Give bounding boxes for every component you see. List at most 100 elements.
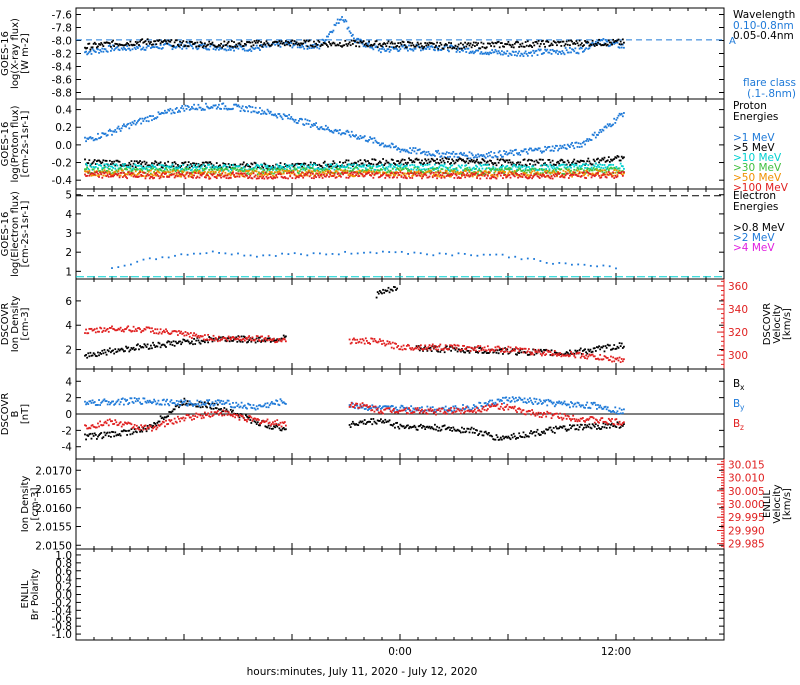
data-point->1 MeV [612, 124, 614, 126]
y-tick-label: 2 [65, 247, 72, 259]
data-point->100 MeV [253, 172, 255, 174]
data-point->5 MeV [93, 161, 95, 163]
data-point->50 MeV [222, 171, 224, 173]
data-point-0.05-0.4nm [338, 44, 340, 46]
data-point-Ion Density [198, 340, 200, 342]
data-point-0.05-0.4nm [86, 47, 88, 49]
data-point-0.10-0.8nm [491, 49, 493, 51]
data-point-0.05-0.4nm [160, 43, 162, 45]
data-point->10 MeV [326, 166, 328, 168]
data-point->1 MeV [250, 111, 252, 113]
data-point-0.10-0.8nm [420, 49, 422, 51]
data-point->1 MeV [135, 124, 137, 126]
data-point->2 MeV [603, 265, 605, 267]
data-point->100 MeV [308, 171, 310, 173]
data-point-0.05-0.4nm [203, 45, 205, 47]
data-point->100 MeV [196, 176, 198, 178]
data-point-0.05-0.4nm [212, 42, 214, 44]
data-point->100 MeV [165, 173, 167, 175]
data-point->100 MeV [266, 176, 268, 178]
data-point->1 MeV [262, 113, 264, 115]
data-point-0.05-0.4nm [199, 45, 201, 47]
data-point-Velocity [95, 331, 97, 333]
data-point->30 MeV [132, 170, 134, 172]
data-point->100 MeV [161, 174, 163, 176]
data-point-0.05-0.4nm [134, 44, 136, 46]
data-point->30 MeV [577, 167, 579, 169]
data-point->30 MeV [541, 169, 543, 171]
data-point->2 MeV [174, 255, 176, 257]
data-point->1 MeV [493, 152, 495, 154]
data-point-Ion Density [159, 343, 161, 345]
data-point-0.05-0.4nm [551, 43, 553, 45]
data-point-0.05-0.4nm [540, 43, 542, 45]
data-point-0.10-0.8nm [256, 45, 258, 47]
data-point-0.05-0.4nm [234, 46, 236, 48]
data-point->50 MeV [347, 170, 349, 172]
data-point-0.05-0.4nm [377, 46, 379, 48]
data-point->10 MeV [100, 165, 102, 167]
data-point-0.10-0.8nm [434, 49, 436, 51]
data-point->1 MeV [240, 110, 242, 112]
data-point->2 MeV [168, 257, 170, 259]
data-point->100 MeV [466, 172, 468, 174]
data-point->1 MeV [447, 156, 449, 158]
data-point->100 MeV [453, 177, 455, 179]
data-point->100 MeV [236, 175, 238, 177]
data-point-0.10-0.8nm [566, 49, 568, 51]
data-point->10 MeV [583, 163, 585, 165]
data-point->100 MeV [192, 177, 194, 179]
data-point->5 MeV [365, 161, 367, 163]
data-point-0.10-0.8nm [448, 50, 450, 52]
data-point->5 MeV [141, 161, 143, 163]
data-point->50 MeV [404, 173, 406, 175]
data-point-Ion Density [247, 341, 249, 343]
data-point->10 MeV [247, 164, 249, 166]
data-point->1 MeV [164, 110, 166, 112]
data-point-Ion Density [520, 351, 522, 353]
data-point->100 MeV [581, 175, 583, 177]
data-point->10 MeV [285, 164, 287, 166]
data-point->1 MeV [182, 108, 184, 110]
data-point->10 MeV [349, 164, 351, 166]
data-point->5 MeV [357, 161, 359, 163]
data-point-0.10-0.8nm [514, 54, 516, 56]
data-point->2 MeV [363, 252, 365, 254]
data-point->1 MeV [504, 153, 506, 155]
data-point->50 MeV [256, 171, 258, 173]
data-point->100 MeV [84, 174, 86, 176]
data-point->1 MeV [360, 135, 362, 137]
data-point-Ion Density [623, 346, 625, 348]
data-point->10 MeV [112, 167, 114, 169]
data-point->5 MeV [608, 156, 610, 158]
data-point->100 MeV [483, 172, 485, 174]
data-point->1 MeV [614, 122, 616, 124]
data-point-0.05-0.4nm [519, 43, 521, 45]
data-point->30 MeV [607, 167, 609, 169]
data-point->5 MeV [187, 164, 189, 166]
data-point->100 MeV [501, 172, 503, 174]
data-point->30 MeV [256, 168, 258, 170]
data-point->100 MeV [358, 175, 360, 177]
data-point->100 MeV [377, 173, 379, 175]
data-point-0.05-0.4nm [409, 42, 411, 44]
data-point->50 MeV [327, 170, 329, 172]
data-point->50 MeV [465, 170, 467, 172]
data-point->2 MeV [527, 258, 529, 260]
data-point->10 MeV [301, 163, 303, 165]
data-point->100 MeV [475, 172, 477, 174]
data-point-0.10-0.8nm [135, 48, 137, 50]
data-point-Ion Density [109, 347, 111, 349]
data-point->30 MeV [156, 169, 158, 171]
data-point-Ion Density [106, 354, 108, 356]
data-point->5 MeV [480, 162, 482, 164]
data-point->100 MeV [232, 172, 234, 174]
data-point->10 MeV [544, 164, 546, 166]
data-point->2 MeV [199, 253, 201, 255]
data-point->50 MeV [553, 170, 555, 172]
data-point-0.05-0.4nm [219, 45, 221, 47]
data-point->1 MeV [423, 151, 425, 153]
data-point->5 MeV [466, 158, 468, 160]
data-point->2 MeV [458, 252, 460, 254]
data-point-0.05-0.4nm [610, 42, 612, 44]
